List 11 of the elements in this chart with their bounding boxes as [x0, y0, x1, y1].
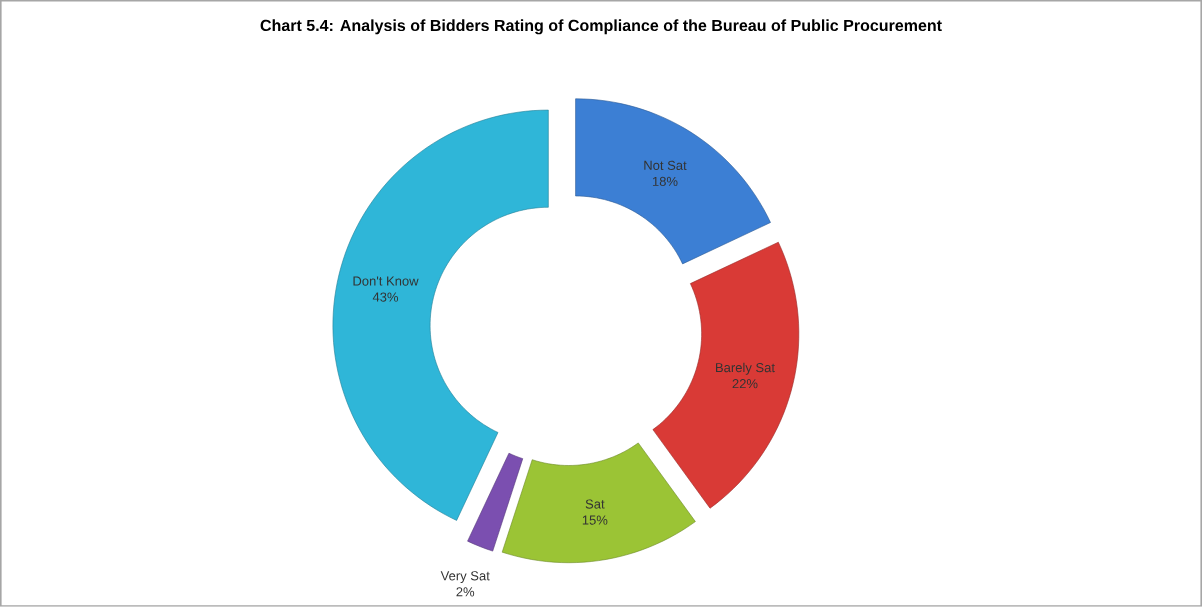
data-label: 15%: [582, 515, 608, 525]
slice-label: Don't Know: [353, 276, 419, 286]
data-label: 18%: [652, 176, 678, 187]
slice-label: Not Sat: [644, 160, 687, 171]
slice-label: Sat: [585, 499, 605, 509]
data-label: 2%: [456, 587, 475, 597]
chart-title: Chart 5.4: Analysis of Bidders Rating of Compliance of the Bureau of Public Procurement: [260, 19, 942, 35]
slice-label: Barely Sat: [716, 362, 775, 375]
data-label: 22%: [732, 379, 758, 389]
data-label: 43%: [372, 292, 399, 302]
slice-label: Very Sat: [440, 571, 490, 584]
